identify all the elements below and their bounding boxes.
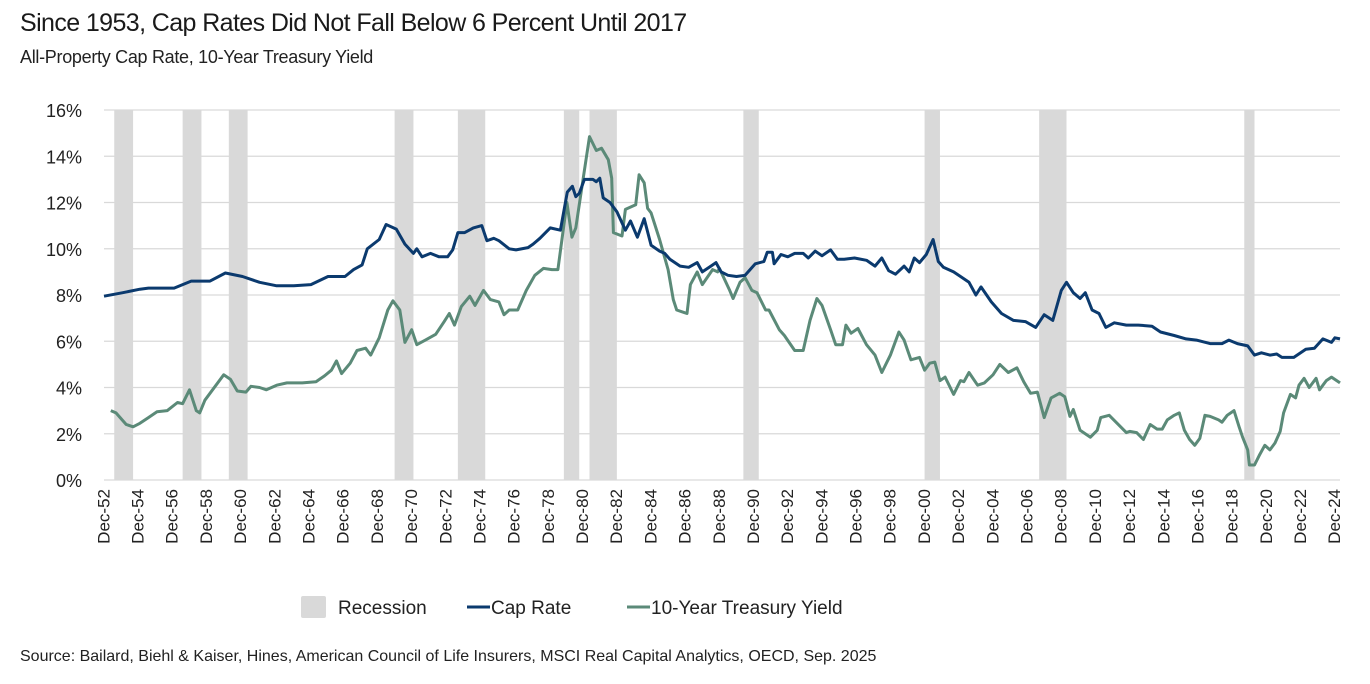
gridlines	[104, 109, 1340, 481]
x-tick-label: Dec-70	[402, 489, 421, 544]
y-tick-label: 10%	[46, 240, 82, 260]
x-tick-label: Dec-02	[949, 489, 968, 544]
x-axis-ticks: Dec-52 Dec-54 Dec-56 Dec-58 Dec-60 Dec-62 Dec-…	[94, 489, 1344, 544]
x-tick-label: Dec-20	[1257, 489, 1276, 544]
y-tick-label: 2%	[56, 425, 82, 445]
y-tick-label: 4%	[56, 379, 82, 399]
x-tick-label: Dec-58	[197, 489, 216, 544]
x-tick-label: Dec-72	[436, 489, 455, 544]
y-tick-label: 16%	[46, 101, 82, 121]
x-tick-label: Dec-24	[1325, 489, 1344, 544]
y-tick-label: 6%	[56, 332, 82, 352]
treasury-yield-line	[110, 135, 1341, 467]
y-tick-label: 12%	[46, 194, 82, 214]
x-tick-label: Dec-56	[163, 489, 182, 544]
x-tick-label: Dec-82	[607, 489, 626, 544]
chart-subtitle: All-Property Cap Rate, 10-Year Treasury …	[20, 47, 374, 67]
x-tick-label: Dec-88	[710, 489, 729, 544]
x-tick-label: Dec-68	[368, 489, 387, 544]
y-tick-label: 0%	[56, 471, 82, 491]
x-tick-label: Dec-76	[505, 489, 524, 544]
x-tick-label: Dec-00	[915, 489, 934, 544]
y-tick-label: 8%	[56, 286, 82, 306]
x-tick-label: Dec-60	[231, 489, 250, 544]
x-tick-label: Dec-18	[1223, 489, 1242, 544]
x-tick-label: Dec-52	[94, 489, 113, 544]
x-tick-label: Dec-14	[1154, 489, 1173, 544]
source-note: Source: Bailard, Biehl & Kaiser, Hines, …	[20, 648, 877, 665]
x-tick-label: Dec-86	[676, 489, 695, 544]
legend-recession-label: Recession	[338, 598, 427, 619]
x-tick-label: Dec-90	[744, 489, 763, 544]
x-tick-label: Dec-66	[334, 489, 353, 544]
cap-rate-line	[103, 176, 1341, 359]
x-tick-label: Dec-80	[573, 489, 592, 544]
x-tick-label: Dec-96	[847, 489, 866, 544]
legend-recession-swatch	[301, 596, 326, 618]
x-tick-label: Dec-98	[881, 489, 900, 544]
x-tick-label: Dec-04	[983, 489, 1002, 544]
y-tick-label: 14%	[46, 147, 82, 167]
x-tick-label: Dec-06	[1017, 489, 1036, 544]
legend-treasury-label: 10-Year Treasury Yield	[651, 598, 843, 619]
series-lines	[103, 135, 1341, 467]
x-tick-label: Dec-10	[1086, 489, 1105, 544]
x-tick-label: Dec-62	[265, 489, 284, 544]
x-tick-label: Dec-16	[1188, 489, 1207, 544]
legend-cap-rate-label: Cap Rate	[491, 598, 571, 619]
x-tick-label: Dec-08	[1052, 489, 1071, 544]
x-tick-label: Dec-54	[129, 489, 148, 544]
x-tick-label: Dec-74	[470, 489, 489, 544]
chart-title: Since 1953, Cap Rates Did Not Fall Below…	[20, 9, 687, 37]
y-axis-ticks: 0% 2% 4% 6% 8% 10% 12% 14% 16%	[46, 101, 82, 491]
legend: Recession Cap Rate 10-Year Treasury Yiel…	[301, 596, 843, 619]
x-tick-label: Dec-84	[641, 489, 660, 544]
x-tick-label: Dec-94	[812, 489, 831, 544]
x-tick-label: Dec-78	[539, 489, 558, 544]
x-tick-label: Dec-22	[1291, 489, 1310, 544]
x-tick-label: Dec-12	[1120, 489, 1139, 544]
x-tick-label: Dec-92	[778, 489, 797, 544]
x-tick-label: Dec-64	[299, 489, 318, 544]
